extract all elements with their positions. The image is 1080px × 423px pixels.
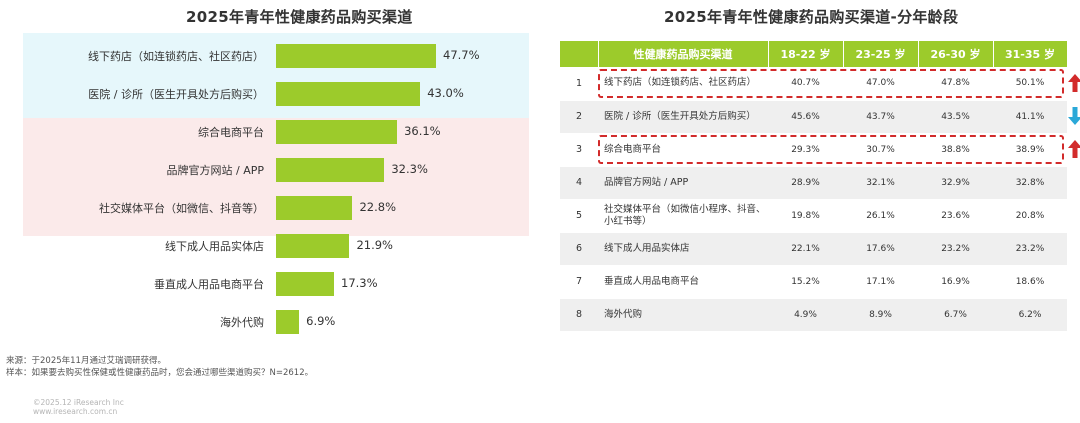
value-cell: 38.9% (993, 133, 1067, 167)
bar (276, 120, 398, 144)
value-cell: 28.9% (768, 166, 843, 200)
category-label: 线下成人用品实体店 (165, 240, 264, 253)
value-label: 17.3% (341, 276, 378, 290)
bar (276, 158, 385, 182)
table-row: 7 垂直成人用品电商平台 15.2% 17.1% 16.9% 18.6% (560, 265, 1067, 299)
table-row: 8 海外代购 4.9% 8.9% 6.7% 6.2% (560, 298, 1067, 332)
channel-name: 海外代购 (598, 298, 768, 332)
header-cell: 18-22 岁 (768, 41, 844, 67)
value-cell: 26.1% (843, 199, 918, 233)
category-label: 海外代购 (220, 316, 264, 329)
copyright-url: www.iresearch.com.cn (33, 407, 118, 416)
arrow-up-icon (1068, 74, 1080, 92)
value-label: 21.9% (356, 238, 393, 252)
header-cell: 26-30 岁 (918, 41, 994, 67)
row-index: 7 (560, 265, 598, 299)
value-cell: 47.8% (918, 67, 993, 101)
bar (276, 44, 436, 68)
value-cell: 6.7% (918, 298, 993, 332)
value-label: 22.8% (359, 200, 397, 214)
value-cell: 23.6% (918, 199, 993, 233)
value-cell: 17.1% (843, 265, 918, 299)
row-index: 2 (560, 100, 598, 134)
value-cell: 43.5% (918, 100, 993, 134)
highlight-box (598, 135, 1064, 164)
table-row: 3 综合电商平台 29.3% 30.7% 38.8% 38.9% (560, 133, 1067, 167)
value-cell: 16.9% (918, 265, 993, 299)
value-cell: 15.2% (768, 265, 843, 299)
value-cell: 30.7% (843, 133, 918, 167)
bar (276, 196, 353, 220)
value-cell: 22.1% (768, 232, 843, 266)
value-cell: 32.1% (843, 166, 918, 200)
row-index: 4 (560, 166, 598, 200)
value-cell: 43.7% (843, 100, 918, 134)
value-cell: 38.8% (918, 133, 993, 167)
value-cell: 19.8% (768, 199, 843, 233)
footnote-sample: 样本：如果要去购买性保健或性健康药品时，您会通过哪些渠道购买？N=2612。 (6, 368, 314, 378)
channel-name: 医院 / 诊所（医生开具处方后购买） (598, 100, 768, 134)
value-cell: 41.1% (993, 100, 1067, 134)
table-row: 2 医院 / 诊所（医生开具处方后购买） 45.6% 43.7% 43.5% 41.1% (560, 100, 1067, 134)
right-table-title: 2025年青年性健康药品购买渠道-分年龄段 (664, 8, 959, 26)
table-row: 5 社交媒体平台（如微信小程序、抖音、小红书等） 19.8% 26.1% 23.6% 20… (560, 199, 1067, 233)
value-label: 47.7% (443, 48, 480, 62)
row-index: 1 (560, 67, 598, 101)
value-cell: 32.9% (918, 166, 993, 200)
value-cell: 47.0% (843, 67, 918, 101)
value-cell: 4.9% (768, 298, 843, 332)
header-cell: 31-35 岁 (993, 41, 1068, 67)
value-cell: 20.8% (993, 199, 1067, 233)
value-cell: 18.6% (993, 265, 1067, 299)
channel-name: 垂直成人用品电商平台 (598, 265, 768, 299)
bar (276, 82, 421, 106)
value-cell: 23.2% (993, 232, 1067, 266)
row-index: 5 (560, 199, 598, 233)
header-cell: 23-25 岁 (843, 41, 919, 67)
copyright-line: ©2025.12 iResearch Inc (33, 398, 124, 407)
channel-name: 线下药店（如连锁药店、社区药店） (598, 67, 768, 101)
row-index: 8 (560, 298, 598, 332)
channel-name: 综合电商平台 (598, 133, 768, 167)
table-row: 1 线下药店（如连锁药店、社区药店） 40.7% 47.0% 47.8% 50.1% (560, 67, 1067, 101)
bar (276, 310, 300, 334)
category-label: 社交媒体平台（如微信、抖音等） (99, 202, 264, 215)
value-label: 43.0% (427, 86, 464, 100)
value-cell: 29.3% (768, 133, 843, 167)
channel-name: 线下成人用品实体店 (598, 232, 768, 266)
arrow-up-icon (1068, 140, 1080, 158)
value-cell: 17.6% (843, 232, 918, 266)
channel-name: 品牌官方网站 / APP (598, 166, 768, 200)
value-cell: 32.8% (993, 166, 1067, 200)
header-index (560, 41, 599, 67)
footnote-source: 来源：于2025年11月通过艾瑞调研获得。 (6, 356, 166, 366)
category-label: 垂直成人用品电商平台 (154, 278, 264, 291)
value-cell: 45.6% (768, 100, 843, 134)
category-label: 线下药店（如连锁药店、社区药店） (88, 50, 264, 63)
value-cell: 6.2% (993, 298, 1067, 332)
table-header-row: 性健康药品购买渠道 18-22 岁 23-25 岁 26-30 岁 31-35 岁 (560, 41, 1068, 67)
left-chart-title: 2025年青年性健康药品购买渠道 (186, 8, 413, 26)
category-label: 综合电商平台 (198, 126, 264, 139)
row-index: 3 (560, 133, 598, 167)
value-cell: 23.2% (918, 232, 993, 266)
value-cell: 40.7% (768, 67, 843, 101)
arrow-down-icon (1068, 107, 1080, 125)
row-index: 6 (560, 232, 598, 266)
table-row: 6 线下成人用品实体店 22.1% 17.6% 23.2% 23.2% (560, 232, 1067, 266)
bar (276, 272, 335, 296)
value-label: 6.9% (306, 314, 336, 328)
bar (276, 234, 350, 258)
header-cell: 性健康药品购买渠道 (598, 41, 769, 67)
channel-name: 社交媒体平台（如微信小程序、抖音、小红书等） (598, 199, 768, 233)
value-cell: 8.9% (843, 298, 918, 332)
value-label: 36.1% (404, 124, 441, 138)
category-label: 医院 / 诊所（医生开具处方后购买） (88, 88, 264, 101)
category-label: 品牌官方网站 / APP (166, 164, 265, 177)
value-label: 32.3% (391, 162, 428, 176)
table-row: 4 品牌官方网站 / APP 28.9% 32.1% 32.9% 32.8% (560, 166, 1067, 200)
highlight-box (598, 69, 1064, 98)
value-cell: 50.1% (993, 67, 1067, 101)
